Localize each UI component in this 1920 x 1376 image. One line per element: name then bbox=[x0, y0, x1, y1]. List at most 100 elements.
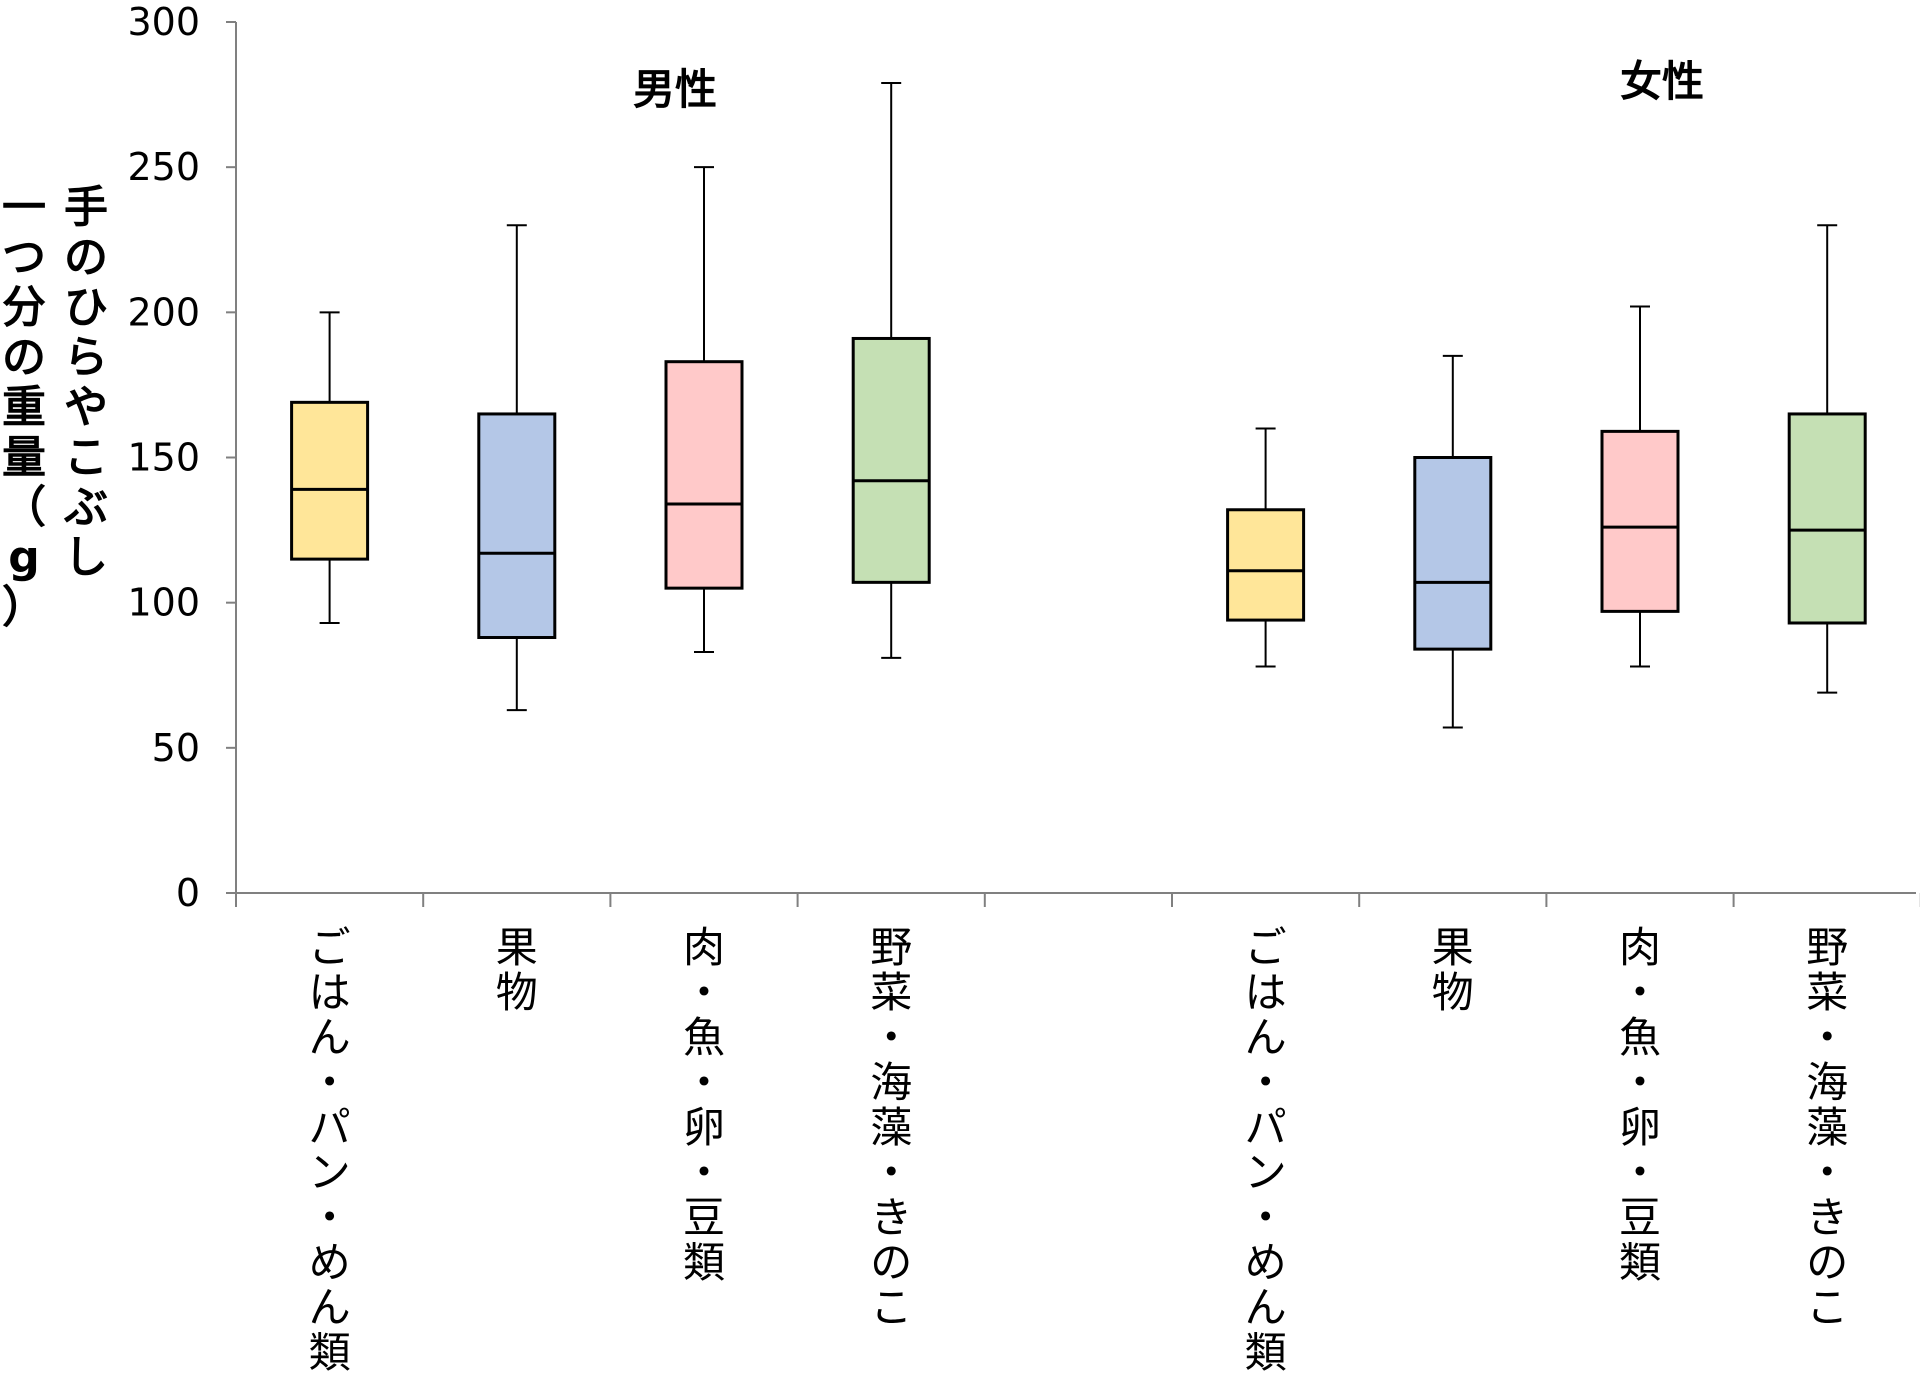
y-label-char: g bbox=[8, 532, 40, 583]
category-label-char: き bbox=[1806, 1193, 1848, 1242]
y-label-char: （ bbox=[2, 482, 46, 533]
category-label-char: ン bbox=[309, 1148, 351, 1197]
y-label-char: の bbox=[2, 332, 46, 383]
y-label-char: 量 bbox=[2, 432, 46, 483]
x-axis bbox=[235, 892, 1920, 907]
category-label-char: ・ bbox=[1245, 1193, 1287, 1242]
category-label-char: 野 bbox=[870, 923, 912, 972]
category-label-char: ・ bbox=[1806, 1148, 1848, 1197]
y-label-char: し bbox=[64, 532, 108, 583]
y-tick-label: 0 bbox=[176, 871, 200, 915]
category-label-char: の bbox=[1806, 1238, 1848, 1287]
y-label-char: 重 bbox=[2, 382, 46, 433]
group-label: 男性 bbox=[633, 65, 717, 114]
box bbox=[290, 311, 370, 624]
category-label-char: ・ bbox=[870, 1148, 912, 1197]
y-label-char: ぶ bbox=[63, 482, 108, 533]
category-label-char: 豆 bbox=[683, 1193, 725, 1242]
category-label-char: 果 bbox=[496, 923, 538, 972]
category-label-char: 卵 bbox=[1619, 1103, 1661, 1152]
category-label-char: ・ bbox=[1619, 1058, 1661, 1107]
group-label: 女性 bbox=[1620, 57, 1704, 106]
category-label-char: こ bbox=[870, 1283, 912, 1332]
y-tick-label: 50 bbox=[152, 726, 200, 770]
category-label-char: ご bbox=[309, 923, 351, 972]
category-label-char: ・ bbox=[1245, 1058, 1287, 1107]
category-label-char: ・ bbox=[683, 968, 725, 1017]
category-label-char: 菜 bbox=[1806, 968, 1848, 1017]
category-label-char: 肉 bbox=[1619, 923, 1661, 972]
category-label-char: 菜 bbox=[870, 968, 912, 1017]
category-label-char: 類 bbox=[309, 1328, 351, 1376]
y-tick-label: 250 bbox=[127, 145, 200, 189]
category-label: ごはん・パン・めん類 bbox=[1245, 923, 1287, 1376]
category-label-char: ・ bbox=[309, 1193, 351, 1242]
box bbox=[1413, 354, 1493, 729]
y-label-char: つ bbox=[2, 232, 46, 283]
box-iqr bbox=[851, 336, 931, 584]
category-label-char: 魚 bbox=[1619, 1013, 1661, 1062]
category-label: 肉・魚・卵・豆類 bbox=[683, 923, 725, 1287]
category-label-char: パ bbox=[309, 1103, 351, 1152]
group-labels: 男性 女性 bbox=[633, 57, 1704, 114]
category-label-char: ・ bbox=[683, 1148, 725, 1197]
category-labels: ごはん・パン・めん類果物肉・魚・卵・豆類野菜・海藻・きのこごはん・パン・めん類果… bbox=[309, 923, 1849, 1376]
category-label: 肉・魚・卵・豆類 bbox=[1619, 923, 1661, 1287]
category-label-char: ・ bbox=[1806, 1013, 1848, 1062]
category-label-char: 果 bbox=[1432, 923, 1474, 972]
y-label-char: ひ bbox=[64, 282, 108, 333]
y-label-char: 分 bbox=[2, 282, 46, 333]
category-label-char: ん bbox=[309, 1283, 351, 1332]
category-label-char: 卵 bbox=[683, 1103, 725, 1152]
box-iqr bbox=[664, 360, 744, 590]
category-label-char: ん bbox=[309, 1013, 351, 1062]
y-label-char: ） bbox=[2, 582, 46, 633]
y-label-char: の bbox=[64, 232, 108, 283]
y-label-char: ら bbox=[64, 332, 108, 383]
category-label-char: 藻 bbox=[870, 1103, 912, 1152]
y-tick-label: 150 bbox=[127, 436, 200, 480]
category-label-char: は bbox=[1245, 968, 1287, 1017]
box-iqr bbox=[1600, 429, 1680, 613]
box bbox=[1226, 427, 1306, 668]
box-iqr bbox=[1413, 456, 1493, 651]
category-label-char: ・ bbox=[1619, 968, 1661, 1017]
category-label: ごはん・パン・めん類 bbox=[309, 923, 351, 1376]
box bbox=[851, 81, 931, 659]
category-label-char: 海 bbox=[870, 1058, 912, 1107]
category-label-char: 類 bbox=[1619, 1238, 1661, 1287]
category-label-char: ・ bbox=[309, 1058, 351, 1107]
box-iqr bbox=[1226, 508, 1306, 622]
category-label-char: 物 bbox=[496, 968, 538, 1017]
y-tick-label: 100 bbox=[127, 581, 200, 625]
category-label: 果物 bbox=[496, 923, 538, 1017]
category-label-char: ご bbox=[1245, 923, 1287, 972]
y-axis: 0 50 100 150 200 250 300 bbox=[127, 0, 237, 915]
category-label: 野菜・海藻・きのこ bbox=[870, 923, 912, 1332]
category-label-char: 海 bbox=[1806, 1058, 1848, 1107]
category-label-char: 豆 bbox=[1619, 1193, 1661, 1242]
category-label-char: ・ bbox=[1619, 1148, 1661, 1197]
y-label-char: や bbox=[64, 382, 108, 433]
category-label-char: ・ bbox=[683, 1058, 725, 1107]
category-label-char: ン bbox=[1245, 1148, 1287, 1197]
y-label-char: こ bbox=[64, 432, 108, 483]
category-label-char: ん bbox=[1245, 1013, 1287, 1062]
y-label-char: 手 bbox=[64, 182, 108, 233]
box-iqr bbox=[477, 412, 557, 640]
category-label-char: 野 bbox=[1806, 923, 1848, 972]
box bbox=[1787, 224, 1867, 694]
box-group bbox=[290, 81, 931, 712]
boxes bbox=[290, 81, 1867, 729]
category-label-char: 類 bbox=[1245, 1328, 1287, 1376]
box bbox=[664, 166, 744, 654]
category-label-char: め bbox=[309, 1238, 351, 1287]
box-group bbox=[1226, 224, 1867, 729]
category-label-char: の bbox=[870, 1238, 912, 1287]
category-label-char: 類 bbox=[683, 1238, 725, 1287]
category-label: 果物 bbox=[1432, 923, 1474, 1017]
category-label-char: 魚 bbox=[683, 1013, 725, 1062]
